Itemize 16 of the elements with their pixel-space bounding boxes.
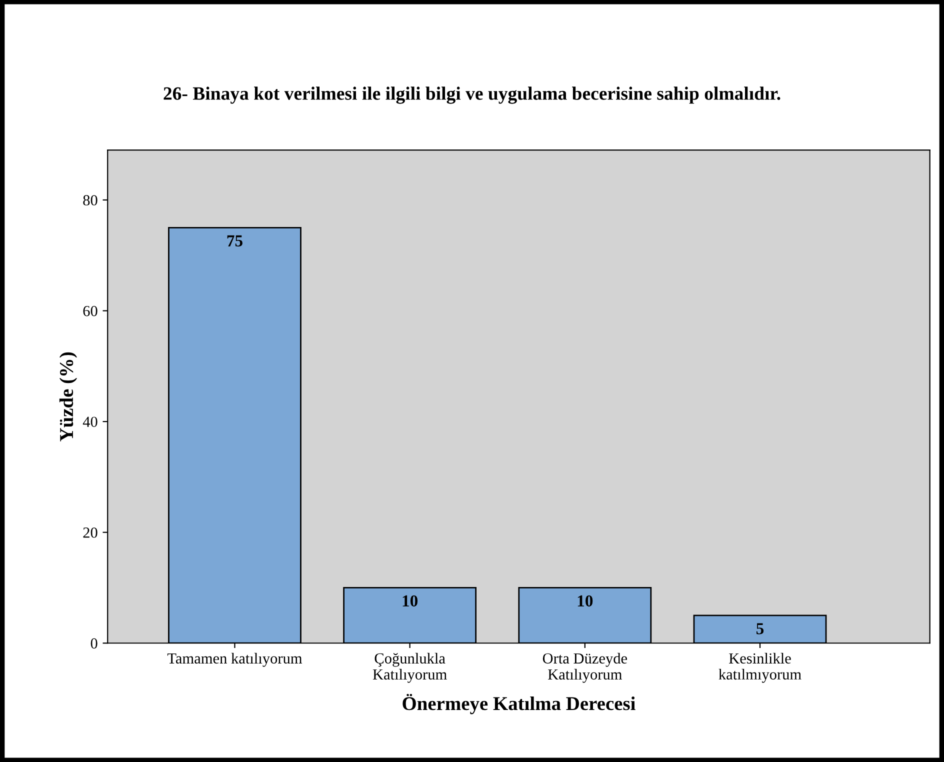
y-tick-label: 80 xyxy=(83,195,98,206)
y-axis-title: Yüzde (%) xyxy=(59,352,78,442)
x-tick-label: Tamamen katılıyorum xyxy=(167,652,302,667)
data-label: 5 xyxy=(756,623,764,634)
x-tick-label: Kesinlikle katılmıyorum xyxy=(718,652,802,683)
x-tick-label: Orta Düzeyde Katılıyorum xyxy=(542,652,628,683)
y-tick-label: 20 xyxy=(83,527,98,538)
chart-title: 26- Binaya kot verilmesi ile ilgili bilgi ve uygulama becerisine sahip olmalıdır. xyxy=(164,86,780,104)
data-label: 10 xyxy=(578,595,593,607)
data-label: 75 xyxy=(227,235,242,247)
x-axis-title: Önermeye Katılma Derecesi xyxy=(402,694,636,714)
x-tick-label: Çoğunlukla Katılıyorum xyxy=(372,652,447,683)
y-tick-label: 60 xyxy=(83,306,98,316)
y-tick-label: 0 xyxy=(90,638,98,649)
data-label: 10 xyxy=(402,595,418,607)
y-tick-label: 40 xyxy=(82,416,98,427)
